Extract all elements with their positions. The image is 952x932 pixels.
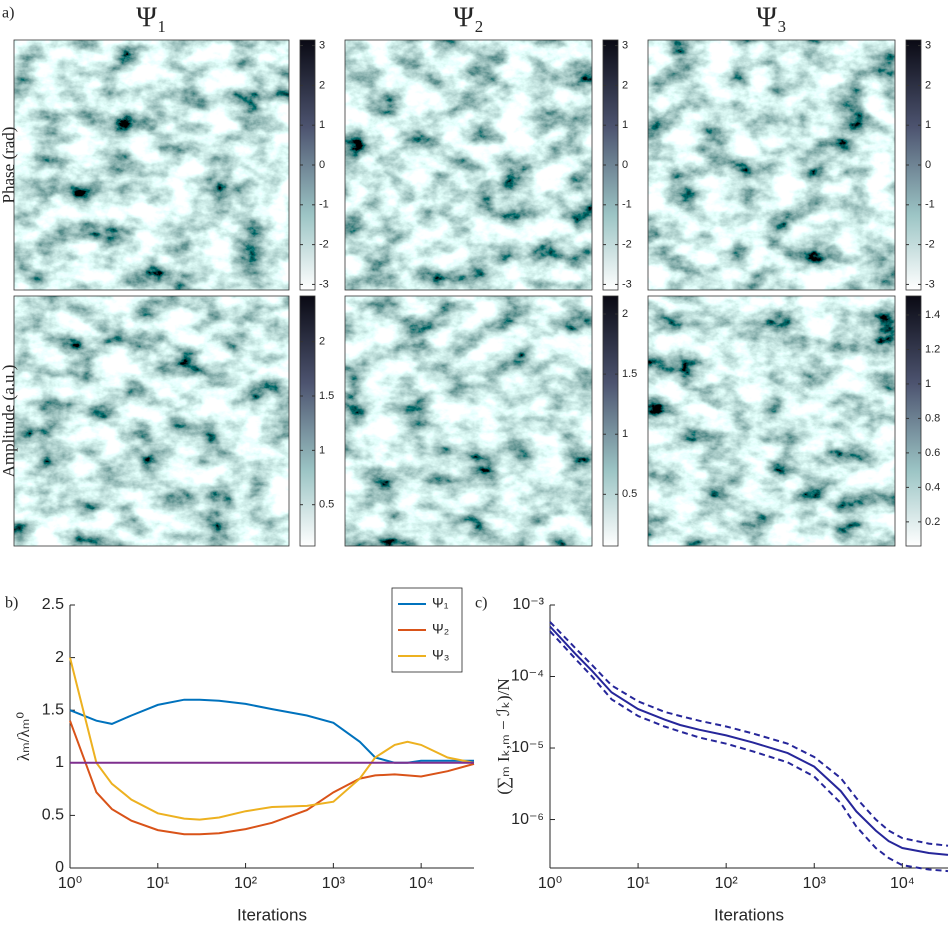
series-line: [549, 630, 949, 873]
legend-label: Ψ₂: [432, 621, 449, 637]
colorbar-tick-label: 2: [319, 79, 325, 91]
colorbar-tick-label: 2: [925, 79, 931, 91]
colorbar: [299, 295, 316, 547]
colorbar-tick-label: 1.5: [319, 390, 334, 402]
legend-label: Ψ₃: [432, 647, 449, 663]
colorbar-tick-label: -2: [925, 239, 935, 251]
image-frame: [13, 295, 290, 547]
row-label: Phase (rad): [0, 127, 18, 204]
y-tick-label: 10⁻⁵: [511, 739, 544, 756]
column-title: Ψ₂: [453, 2, 483, 33]
image: [648, 40, 895, 290]
colorbar-tick-label: 1: [622, 119, 628, 131]
colorbar-tick-label: -3: [925, 278, 935, 290]
colorbar-tick-label: 0.6: [925, 447, 940, 459]
y-tick-label: 10⁻⁶: [511, 811, 544, 828]
column-title: Ψ₃: [756, 2, 786, 33]
image: [345, 40, 592, 290]
y-axis-label: λₘ/λₘ⁰: [14, 712, 33, 761]
colorbar-tick-label: -2: [319, 239, 329, 251]
x-tick-label: 10⁴: [890, 875, 915, 892]
colorbar-tick-label: 0: [319, 159, 325, 171]
colorbar-tick-label: 0.4: [925, 481, 940, 493]
image: [648, 296, 895, 546]
colorbar-tick-label: 1.5: [622, 368, 637, 380]
colorbar-tick-label: 2: [622, 308, 628, 320]
x-tick-label: 10⁴: [409, 875, 434, 892]
image: [345, 296, 592, 546]
y-tick-label: 10⁻⁴: [511, 668, 544, 685]
colorbar-tick-label: 0.8: [925, 412, 940, 424]
panel-label: a): [2, 5, 14, 22]
colorbar-tick-label: -3: [319, 278, 329, 290]
image: [14, 296, 289, 546]
series-line: [69, 657, 475, 821]
colorbar-tick-label: 3: [622, 39, 628, 51]
colorbar-tick-label: 1: [925, 378, 931, 390]
image-frame: [13, 39, 290, 291]
image-frame: [647, 39, 896, 291]
x-tick-label: 10¹: [627, 875, 650, 892]
x-tick-label: 10⁰: [538, 875, 562, 892]
legend-label: Ψ₁: [432, 595, 449, 611]
x-tick-label: 10⁰: [58, 875, 82, 892]
colorbar-tick-label: 0: [925, 159, 931, 171]
colorbar-tick-label: 0.5: [319, 499, 334, 511]
colorbar-tick-label: -1: [622, 199, 632, 211]
series-line: [69, 720, 475, 836]
colorbar-tick-label: 0.5: [622, 488, 637, 500]
y-tick-label: 1.5: [42, 701, 64, 718]
series-line: [549, 621, 949, 847]
x-tick-label: 10³: [803, 875, 827, 892]
column-title: Ψ₁: [136, 2, 166, 33]
colorbar-tick-label: -2: [622, 239, 632, 251]
colorbar-tick-label: -1: [925, 199, 935, 211]
y-tick-label: 2.5: [42, 596, 64, 613]
x-axis-label: Iterations: [237, 905, 307, 924]
colorbar-tick-label: 2: [319, 336, 325, 348]
colorbar-tick-label: 1: [925, 119, 931, 131]
y-tick-label: 0.5: [42, 807, 64, 824]
image-frame: [344, 39, 593, 291]
x-tick-label: 10³: [322, 875, 346, 892]
image-frame: [344, 295, 593, 547]
colorbar-tick-label: 2: [622, 79, 628, 91]
colorbar: [905, 295, 922, 547]
colorbar-tick-label: 3: [319, 39, 325, 51]
row-label: Amplitude (a.u.): [0, 365, 18, 478]
y-tick-label: 0: [55, 859, 64, 876]
colorbar-tick-label: -1: [319, 199, 329, 211]
image: [14, 40, 289, 290]
x-axis-label: Iterations: [714, 905, 784, 924]
colorbar-tick-label: 1: [319, 119, 325, 131]
colorbar-tick-label: 3: [925, 39, 931, 51]
y-tick-label: 2: [55, 649, 64, 666]
panel-label: b): [5, 595, 18, 612]
image-frame: [647, 295, 896, 547]
y-tick-label: 1: [55, 754, 64, 771]
colorbar-tick-label: 0: [622, 159, 628, 171]
colorbar-tick-label: 1: [319, 444, 325, 456]
x-tick-label: 10²: [234, 875, 258, 892]
colorbar-tick-label: 1.4: [925, 309, 940, 321]
colorbar-tick-label: 1: [622, 428, 628, 440]
colorbar: [602, 295, 619, 547]
y-axis-label: (∑ₘ Iₖ,ₘ − ℐₖ)/N: [494, 678, 513, 794]
panel-label: c): [475, 595, 487, 612]
colorbar-tick-label: 1.2: [925, 343, 940, 355]
series-line: [549, 625, 949, 856]
series-line: [69, 698, 474, 764]
x-tick-label: 10²: [715, 875, 739, 892]
y-tick-label: 10⁻³: [512, 596, 544, 613]
colorbar-tick-label: -3: [622, 278, 632, 290]
x-tick-label: 10¹: [146, 875, 169, 892]
colorbar-tick-label: 0.2: [925, 516, 940, 528]
